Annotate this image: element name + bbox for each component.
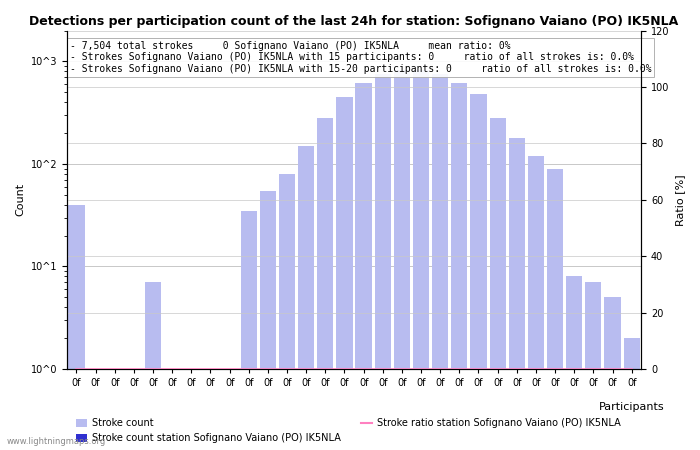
Bar bbox=[356, 83, 372, 450]
Title: Detections per participation count of the last 24h for station: Sofignano Vaiano: Detections per participation count of th… bbox=[29, 15, 679, 28]
Bar bbox=[509, 138, 525, 450]
Bar bbox=[183, 369, 199, 450]
Bar bbox=[164, 369, 181, 450]
Text: Participants: Participants bbox=[599, 402, 665, 412]
Bar bbox=[145, 282, 161, 450]
Bar bbox=[221, 369, 238, 450]
Bar bbox=[432, 74, 448, 450]
Text: - 7,504 total strokes     0 Sofignano Vaiano (PO) IK5NLA     mean ratio: 0%
- St: - 7,504 total strokes 0 Sofignano Vaiano… bbox=[70, 40, 652, 74]
Bar bbox=[279, 174, 295, 450]
Bar bbox=[202, 369, 218, 450]
Bar bbox=[374, 74, 391, 450]
Bar bbox=[566, 276, 582, 450]
Bar bbox=[88, 369, 104, 450]
Y-axis label: Ratio [%]: Ratio [%] bbox=[675, 174, 685, 225]
Bar bbox=[106, 369, 123, 450]
Bar bbox=[337, 97, 353, 450]
Bar bbox=[604, 297, 621, 450]
Y-axis label: Count: Count bbox=[15, 183, 25, 216]
Bar bbox=[489, 118, 506, 450]
Bar bbox=[69, 205, 85, 450]
Bar bbox=[241, 211, 257, 450]
Bar bbox=[260, 190, 276, 450]
Bar bbox=[413, 70, 429, 450]
Legend: Stroke count, Stroke count station Sofignano Vaiano (PO) IK5NLA, Stroke ratio st: Stroke count, Stroke count station Sofig… bbox=[72, 414, 624, 447]
Bar bbox=[298, 146, 314, 450]
Bar bbox=[528, 156, 544, 450]
Bar bbox=[624, 338, 640, 450]
Bar bbox=[585, 282, 601, 450]
Bar bbox=[547, 169, 564, 450]
Text: www.lightningmaps.org: www.lightningmaps.org bbox=[7, 436, 106, 446]
Bar bbox=[452, 83, 468, 450]
Bar bbox=[394, 70, 410, 450]
Bar bbox=[470, 94, 486, 450]
Bar bbox=[126, 369, 142, 450]
Bar bbox=[317, 118, 333, 450]
